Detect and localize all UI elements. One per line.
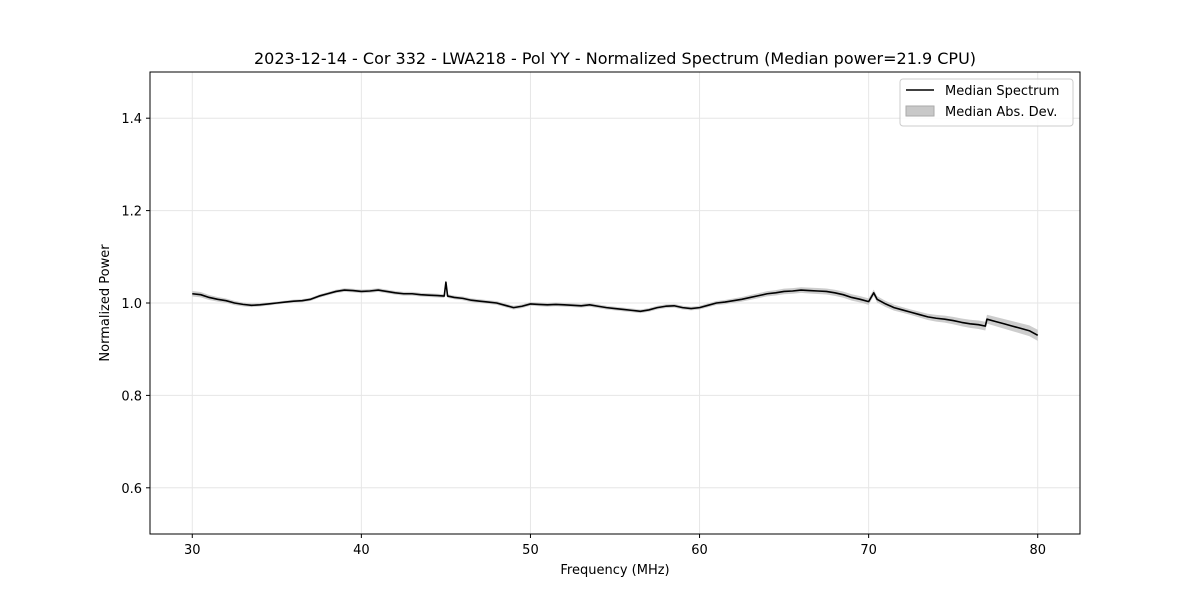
y-tick-label: 0.8 [121, 389, 142, 404]
legend-box [899, 78, 1074, 127]
y-tick-label: 1.2 [121, 205, 142, 220]
x-tick-label: 60 [691, 543, 708, 558]
x-tick-label: 70 [860, 543, 877, 558]
x-tick-label: 40 [353, 543, 370, 558]
y-axis-label: Normalized Power [98, 244, 113, 362]
median-spectrum-line [192, 281, 1039, 337]
x-tick-label: 50 [522, 543, 539, 558]
x-axis-label: Frequency (MHz) [560, 563, 669, 578]
legend-entry-median-abs-dev: Median Abs. Dev. [945, 105, 1057, 120]
legend-entry-median-spectrum: Median Spectrum [945, 84, 1059, 99]
x-tick-label: 80 [1029, 543, 1046, 558]
chart-title: 2023-12-14 - Cor 332 - LWA218 - Pol YY -… [254, 49, 976, 68]
x-axis: 30 40 50 60 70 80 [184, 534, 1046, 558]
y-tick-label: 1.0 [121, 297, 142, 312]
y-tick-label: 1.4 [121, 112, 142, 127]
x-tick-label: 30 [184, 543, 201, 558]
legend-band-swatch [905, 105, 935, 117]
y-tick-label: 0.6 [121, 482, 142, 497]
legend: Median Spectrum Median Abs. Dev. [899, 78, 1074, 127]
mad-band [192, 280, 1038, 341]
y-axis: 0.6 0.8 1.0 1.2 1.4 [121, 112, 150, 497]
